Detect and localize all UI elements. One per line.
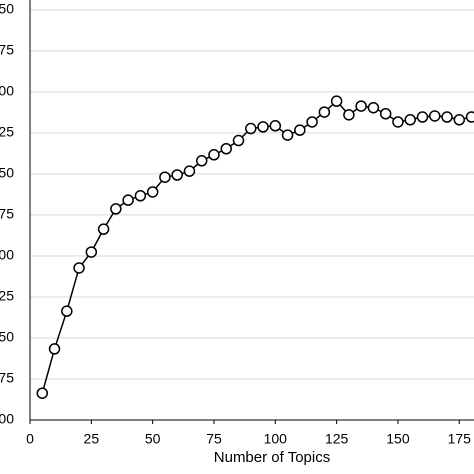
y-tick-label: 50: [0, 1, 14, 17]
marker: [429, 110, 441, 122]
marker: [195, 155, 208, 167]
marker: [73, 262, 85, 274]
x-tick-label: 150: [386, 431, 410, 447]
marker: [48, 343, 61, 355]
x-tick-label: 25: [84, 431, 100, 447]
marker: [269, 120, 282, 132]
x-tick-label: 50: [145, 431, 161, 447]
marker: [134, 190, 147, 202]
x-tick-label: 175: [448, 431, 472, 447]
y-tick-label: 00: [0, 247, 14, 263]
marker: [159, 171, 171, 183]
marker: [183, 165, 196, 177]
marker: [85, 246, 98, 258]
x-tick-label: 75: [206, 431, 222, 447]
marker: [61, 305, 73, 317]
marker: [257, 121, 269, 133]
y-tick-label: 75: [0, 206, 14, 222]
marker: [367, 101, 380, 114]
line: [41, 100, 472, 394]
marker: [379, 108, 392, 120]
marker: [404, 114, 416, 126]
marker: [232, 134, 245, 147]
marker: [306, 116, 318, 128]
marker: [465, 111, 474, 123]
marker: [122, 194, 134, 206]
marker: [392, 116, 404, 128]
marker: [208, 149, 220, 161]
x-axis-label: Number of Topics: [214, 449, 330, 466]
marker: [318, 106, 331, 118]
y-tick-label: 00: [0, 83, 14, 99]
x-tick-label: 125: [325, 431, 349, 447]
y-tick-label: 25: [0, 288, 14, 304]
marker: [453, 114, 466, 126]
marker: [355, 100, 367, 112]
x-tick-label: 100: [264, 431, 288, 447]
marker: [110, 203, 122, 215]
marker: [441, 111, 453, 123]
y-tick-label: 75: [0, 370, 14, 386]
y-tick-label: 50: [0, 329, 14, 345]
marker: [281, 129, 294, 141]
x-tick-label: 0: [26, 431, 34, 447]
y-tick-label: 00: [0, 411, 14, 427]
y-tick-label: 50: [0, 165, 14, 181]
marker: [146, 186, 159, 198]
marker: [343, 109, 355, 121]
marker: [416, 111, 429, 123]
marker: [36, 387, 49, 399]
marker: [97, 223, 110, 235]
marker: [171, 169, 183, 181]
y-tick-label: 75: [0, 42, 14, 58]
marker: [220, 143, 232, 155]
marker: [330, 95, 343, 107]
marker: [294, 124, 306, 136]
marker: [245, 122, 257, 135]
y-tick-label: 25: [0, 124, 14, 140]
